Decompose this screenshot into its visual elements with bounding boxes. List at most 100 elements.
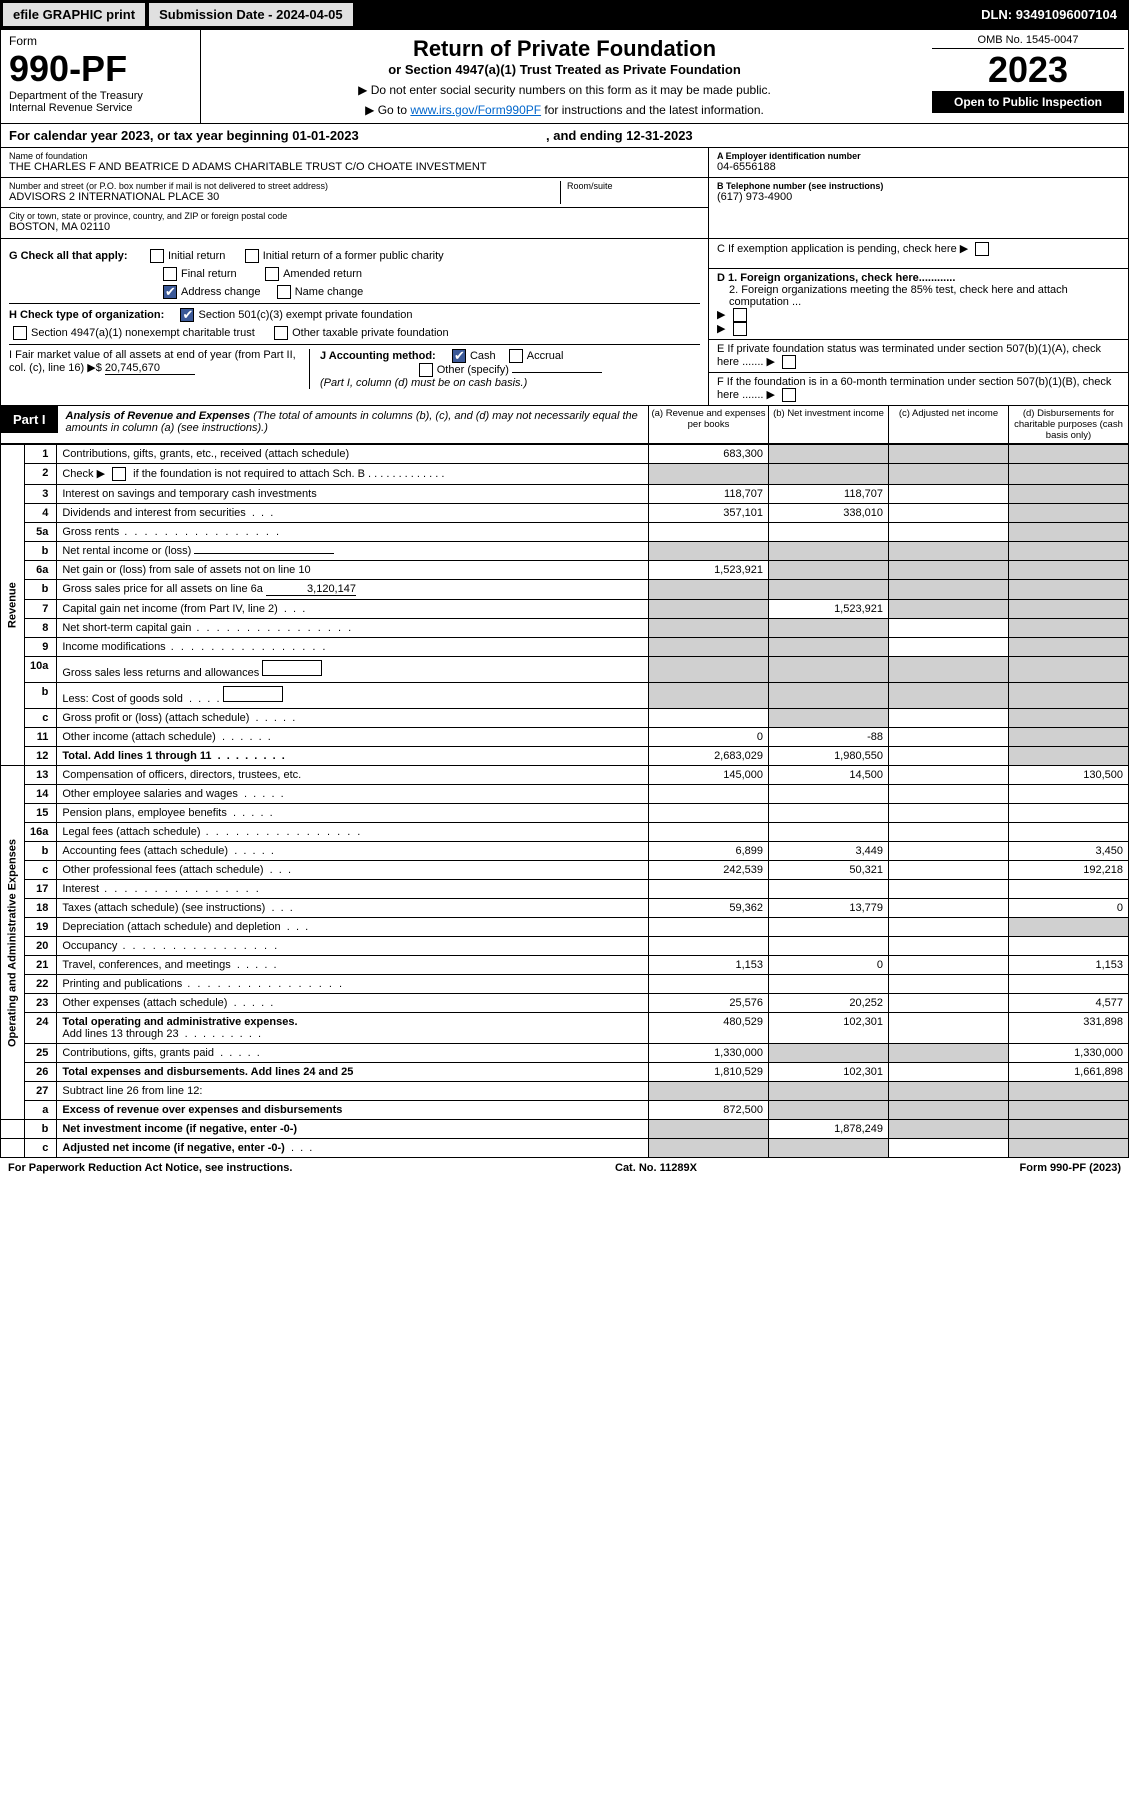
cb-final-return[interactable] [163,267,177,281]
amt-b: -88 [769,728,889,747]
table-row: 19 Depreciation (attach schedule) and de… [1,918,1129,937]
d-pre: Gross sales price for all assets on line… [62,583,263,595]
cb-other-taxable[interactable] [274,326,288,340]
col-b: (b) Net investment income [768,406,888,443]
d: Contributions, gifts, grants paid [62,1047,214,1059]
ln: c [25,709,57,728]
table-row: 8 Net short-term capital gain [1,619,1129,638]
d2-lbl: 2. Foreign organizations meeting the 85%… [717,284,1120,308]
amt-b: 1,878,249 [769,1120,889,1139]
sub-date-lbl: Submission Date - [159,7,276,22]
dln-lbl: DLN: [981,7,1016,22]
d: Depreciation (attach schedule) and deple… [62,921,280,933]
city-cell: City or town, state or province, country… [1,208,708,238]
desc: Pension plans, employee benefits . . . .… [57,804,649,823]
goto-pre: ▶ Go to [365,103,410,117]
table-row: 20 Occupancy [1,937,1129,956]
cb-e[interactable] [782,355,796,369]
table-row: b Gross sales price for all assets on li… [1,580,1129,600]
amt-b: 102,301 [769,1013,889,1044]
j2: Other (specify) [437,364,509,376]
cb-c[interactable] [975,242,989,256]
goto-post: for instructions and the latest informat… [541,103,764,117]
amt-d: 4,577 [1009,994,1129,1013]
desc: Taxes (attach schedule) (see instruction… [57,899,649,918]
part1-table: Revenue 1 Contributions, gifts, grants, … [0,444,1129,1158]
ln: 19 [25,918,57,937]
amt-b: 102,301 [769,1063,889,1082]
cb-amended[interactable] [265,267,279,281]
ln: 27 [25,1082,57,1101]
checkbox-sections: G Check all that apply: Initial return I… [0,239,1129,406]
addr-lbl: Number and street (or P.O. box number if… [9,181,560,191]
cb-4947a1[interactable] [13,326,27,340]
cb-accrual[interactable] [509,349,523,363]
d1-lbl: D 1. Foreign organizations, check here..… [717,272,955,284]
table-row: c Adjusted net income (if negative, ente… [1,1139,1129,1158]
amt-d: 0 [1009,899,1129,918]
cal-a: For calendar year 2023, or tax year begi… [9,128,292,143]
ln: b [25,842,57,861]
table-row: Operating and Administrative Expenses 13… [1,766,1129,785]
top-bar: efile GRAPHIC print Submission Date - 20… [0,0,1129,29]
d-cell: D 1. Foreign organizations, check here..… [709,269,1128,340]
form990pf-link[interactable]: www.irs.gov/Form990PF [410,103,541,117]
dln-val: 93491096007104 [1016,7,1117,22]
h-row2: Section 4947(a)(1) nonexempt charitable … [9,326,700,340]
table-row: 24 Total operating and administrative ex… [1,1013,1129,1044]
d: Net rental income or (loss) [62,545,191,557]
desc: Net rental income or (loss) [57,542,649,561]
desc: Gross sales price for all assets on line… [57,580,649,600]
ln: 11 [25,728,57,747]
cb-initial-former[interactable] [245,249,259,263]
addr-val: ADVISORS 2 INTERNATIONAL PLACE 30 [9,191,560,203]
cb-cash[interactable] [452,349,466,363]
amt-b: 13,779 [769,899,889,918]
amt-a: 25,576 [649,994,769,1013]
cb-sch-b[interactable] [112,467,126,481]
amt-b: 14,500 [769,766,889,785]
table-row: 18 Taxes (attach schedule) (see instruct… [1,899,1129,918]
cb-d1[interactable] [733,308,747,322]
ln: 1 [25,445,57,464]
amt-b: 1,523,921 [769,600,889,619]
table-row: 17 Interest [1,880,1129,899]
d2: Add lines 13 through 23 [62,1028,178,1040]
cb-d2[interactable] [733,322,747,336]
ln: 3 [25,485,57,504]
cb-address-change[interactable] [163,285,177,299]
cb-name-change[interactable] [277,285,291,299]
j-note: (Part I, column (d) must be on cash basi… [320,377,527,389]
cb-other-method[interactable] [419,363,433,377]
amt-a: 118,707 [649,485,769,504]
d-post: if the foundation is not required to att… [130,468,365,480]
ein-cell: A Employer identification number 04-6556… [709,148,1128,178]
cb-501c3[interactable] [180,308,194,322]
footer-mid: Cat. No. 11289X [615,1162,697,1174]
foundation-name-cell: Name of foundation THE CHARLES F AND BEA… [1,148,708,178]
d: Pension plans, employee benefits [62,807,227,819]
amt-a: 1,153 [649,956,769,975]
h-lbl: H Check type of organization: [9,309,164,321]
g5: Name change [295,286,364,298]
ln: 12 [25,747,57,766]
ln: b [25,542,57,561]
desc: Less: Cost of goods sold . . . . [57,683,649,709]
d: Net investment income (if negative, ente… [62,1123,297,1135]
table-row: b Accounting fees (attach schedule) . . … [1,842,1129,861]
ln: 25 [25,1044,57,1063]
form-subtitle: or Section 4947(a)(1) Trust Treated as P… [207,62,922,77]
desc: Other income (attach schedule) . . . . .… [57,728,649,747]
g2: Final return [181,268,237,280]
f-cell: F If the foundation is in a 60-month ter… [709,373,1128,405]
cb-f[interactable] [782,388,796,402]
ln: 16a [25,823,57,842]
desc: Subtract line 26 from line 12: [57,1082,649,1101]
cb-initial-return[interactable] [150,249,164,263]
part-title: Analysis of Revenue and Expenses [66,410,251,422]
efile-btn[interactable]: efile GRAPHIC print [2,2,146,27]
revenue-side-label: Revenue [1,445,25,766]
desc: Adjusted net income (if negative, enter … [57,1139,649,1158]
table-row: 6a Net gain or (loss) from sale of asset… [1,561,1129,580]
page-footer: For Paperwork Reduction Act Notice, see … [0,1158,1129,1178]
